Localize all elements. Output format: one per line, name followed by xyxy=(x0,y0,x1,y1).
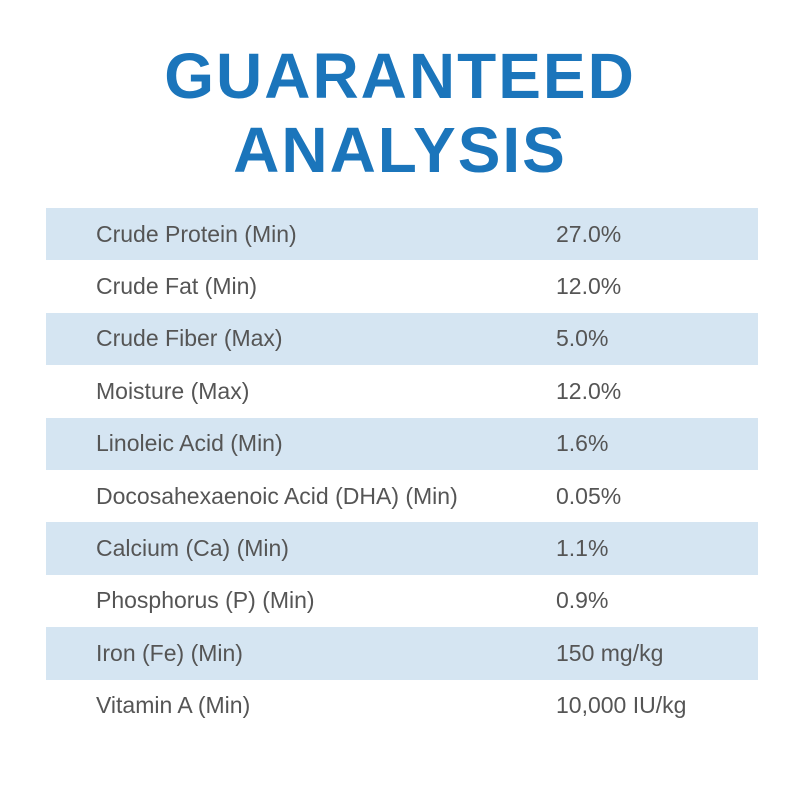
nutrient-value: 0.05% xyxy=(556,482,622,509)
analysis-table: Crude Protein (Min) 27.0% Crude Fat (Min) 1… xyxy=(46,208,758,732)
table-row: Crude Fiber (Max) 5.0% xyxy=(46,312,758,366)
nutrient-value: 150 mg/kg xyxy=(556,639,664,666)
table-row: Iron (Fe) (Min) 150 mg/kg xyxy=(46,627,758,680)
nutrient-name: Crude Fat (Min) xyxy=(96,273,258,300)
table-row: Vitamin A (Min) 10,000 IU/kg xyxy=(46,680,758,732)
nutrient-value: 5.0% xyxy=(556,325,609,352)
nutrient-value: 12.0% xyxy=(556,377,622,404)
nutrient-name: Phosphorus (P) (Min) xyxy=(96,587,315,614)
nutrient-name: Moisture (Max) xyxy=(96,377,250,404)
nutrient-name: Docosahexaenoic Acid (DHA) (Min) xyxy=(96,482,458,509)
table-row: Crude Fat (Min) 12.0% xyxy=(46,260,758,312)
nutrient-name: Linoleic Acid (Min) xyxy=(96,430,283,457)
nutrient-name: Crude Fiber (Max) xyxy=(96,325,283,352)
nutrient-name: Vitamin A (Min) xyxy=(96,692,251,719)
nutrient-value: 10,000 IU/kg xyxy=(556,692,687,719)
title: GUARANTEED xyxy=(164,40,636,112)
title: ANALYSIS xyxy=(233,114,567,186)
table-row: Moisture (Max) 12.0% xyxy=(46,365,758,417)
table-row: Linoleic Acid (Min) 1.6% xyxy=(46,417,758,470)
table-row: Phosphorus (P) (Min) 0.9% xyxy=(46,575,758,627)
nutrient-name: Crude Protein (Min) xyxy=(96,220,297,247)
nutrient-name: Calcium (Ca) (Min) xyxy=(96,535,289,562)
nutrient-value: 27.0% xyxy=(556,220,622,247)
nutrient-value: 1.6% xyxy=(556,430,609,457)
table-row: Crude Protein (Min) 27.0% xyxy=(46,208,758,261)
table-row: Docosahexaenoic Acid (DHA) (Min) 0.05% xyxy=(46,470,758,522)
nutrient-value: 0.9% xyxy=(556,587,609,614)
nutrient-name: Iron (Fe) (Min) xyxy=(96,639,243,666)
nutrient-value: 12.0% xyxy=(556,273,622,300)
table-row: Calcium (Ca) (Min) 1.1% xyxy=(46,522,758,575)
nutrient-value: 1.1% xyxy=(556,535,609,562)
